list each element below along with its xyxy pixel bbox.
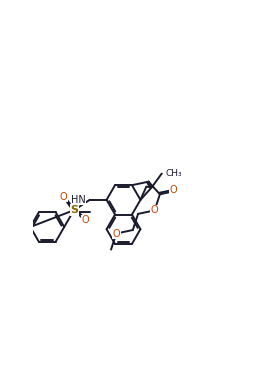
Text: CH₃: CH₃ (166, 169, 182, 178)
Text: O: O (151, 205, 158, 215)
Text: S: S (70, 205, 78, 215)
Text: O: O (112, 229, 120, 239)
Text: O: O (60, 192, 67, 202)
Text: O: O (81, 215, 89, 225)
Text: O: O (170, 185, 178, 195)
Text: HN: HN (71, 195, 86, 205)
